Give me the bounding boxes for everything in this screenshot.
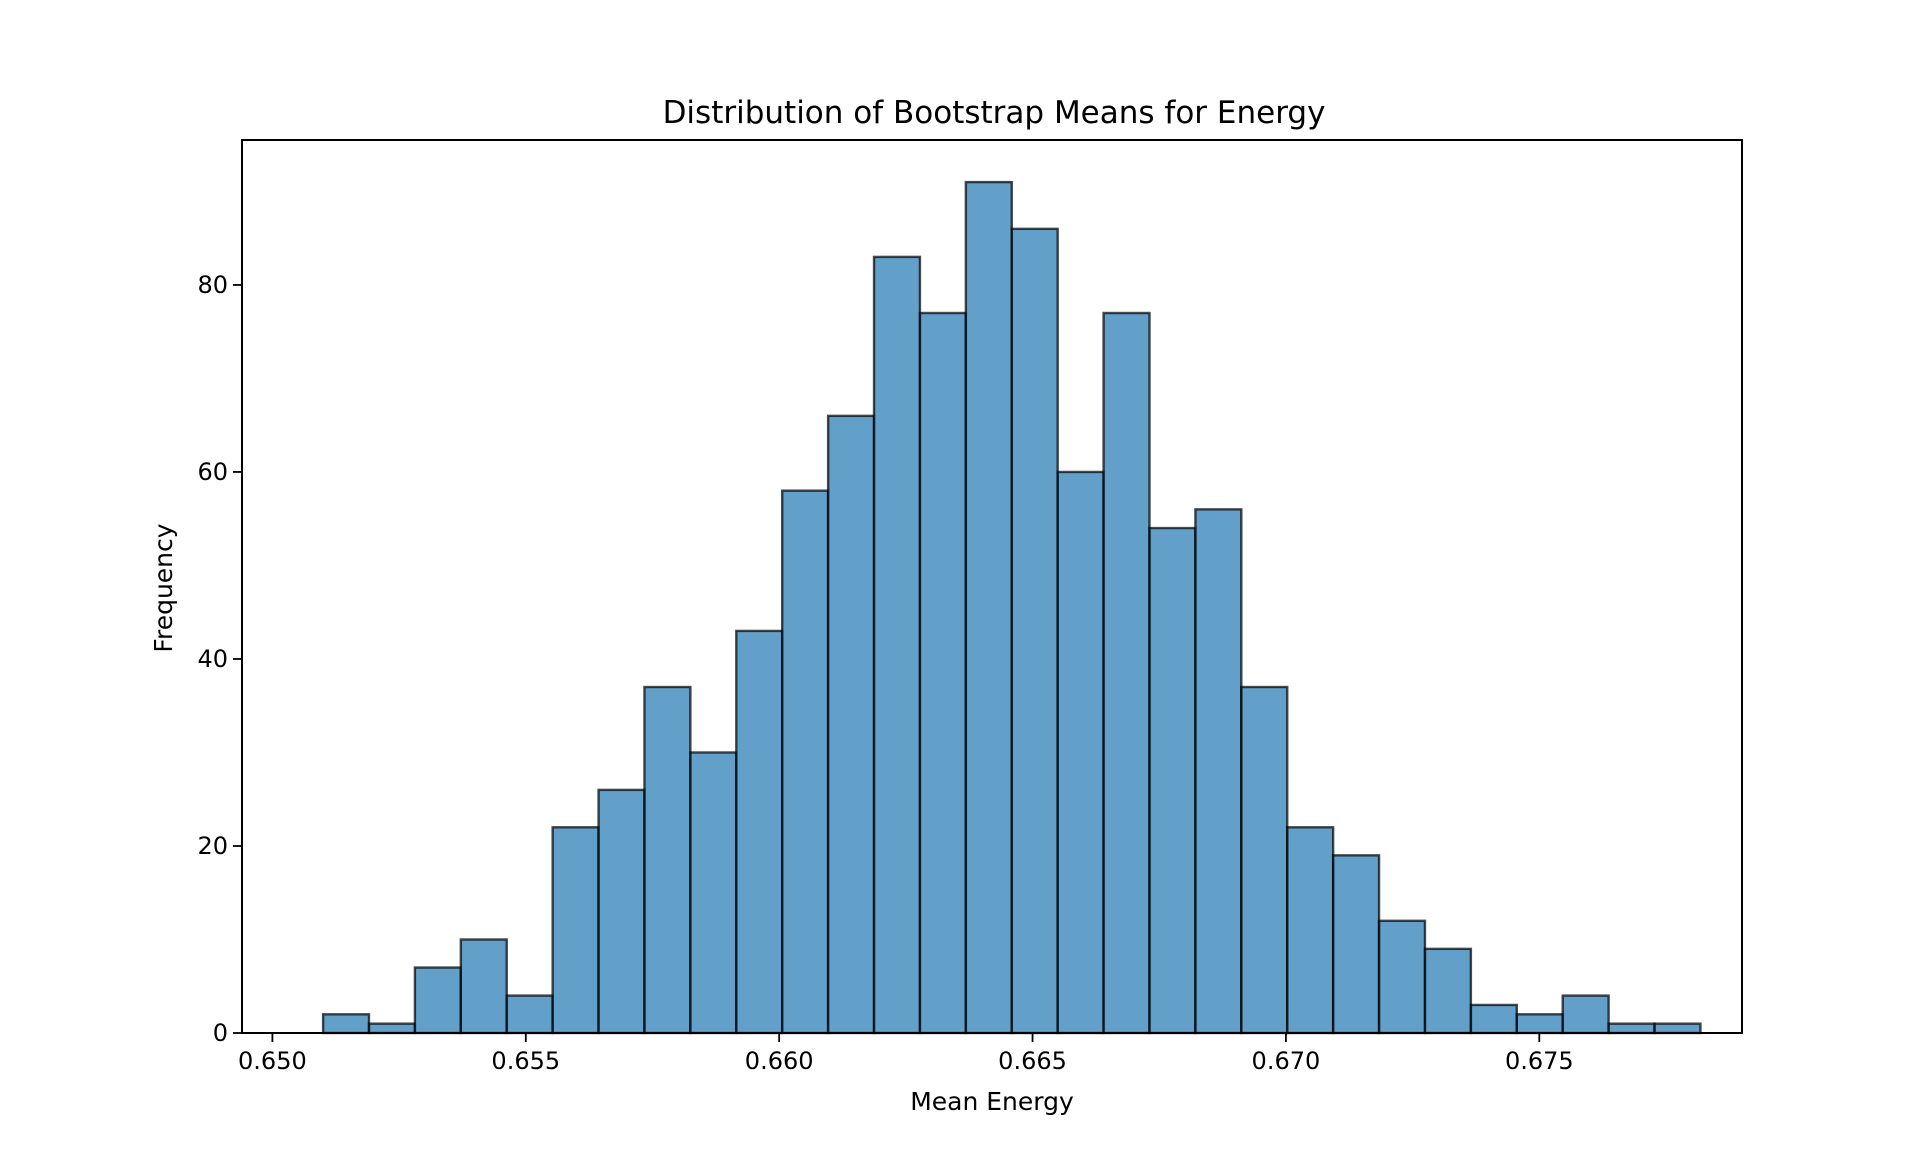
y-axis-label: Frequency [149, 523, 178, 652]
bars-group [321, 180, 1702, 1035]
x-tick-label: 0.665 [998, 1047, 1067, 1075]
x-tick-label: 0.670 [1252, 1047, 1321, 1075]
histogram-bar [1607, 1022, 1656, 1035]
histogram-bar [1194, 508, 1243, 1035]
histogram-bar [1377, 919, 1427, 1035]
histogram-bar [781, 489, 830, 1035]
histogram-bar [918, 311, 968, 1035]
histogram-bar [1469, 1003, 1518, 1035]
histogram-bar [689, 751, 738, 1035]
histogram-bar [1010, 227, 1059, 1035]
y-tick-label: 60 [197, 458, 228, 486]
histogram-bar [551, 826, 600, 1035]
x-axis-ticks: 0.650 0.655 0.660 0.665 0.670 0.675 [238, 1033, 1574, 1075]
histogram-bar [1286, 826, 1335, 1035]
histogram-bar [1102, 311, 1151, 1035]
histogram-bar [1561, 994, 1610, 1035]
histogram-bar [367, 1022, 417, 1035]
histogram-bar [597, 788, 646, 1035]
histogram-bar [643, 685, 692, 1035]
histogram-bar [413, 966, 463, 1035]
histogram-bar [1148, 526, 1197, 1035]
histogram-bar [735, 629, 784, 1035]
histogram-bar [826, 414, 876, 1035]
histogram-bar [1240, 685, 1289, 1035]
y-tick-label: 40 [197, 645, 228, 673]
x-axis-label: Mean Energy [910, 1087, 1074, 1116]
x-tick-label: 0.675 [1505, 1047, 1574, 1075]
y-axis-ticks: 0 20 40 60 80 [197, 271, 242, 1047]
x-tick-label: 0.650 [238, 1047, 307, 1075]
histogram-bar [1515, 1013, 1564, 1035]
histogram-bar [1056, 470, 1105, 1035]
histogram-bar [872, 255, 922, 1035]
histogram-bar [321, 1013, 371, 1035]
histogram-bar [1423, 947, 1473, 1035]
y-tick-label: 20 [197, 832, 228, 860]
y-tick-label: 80 [197, 271, 228, 299]
histogram-bar [1653, 1022, 1702, 1035]
plot-frame [241, 139, 1743, 1034]
histogram-bar [1331, 854, 1381, 1035]
x-tick-label: 0.660 [745, 1047, 814, 1075]
histogram-bar [459, 938, 508, 1035]
histogram-bar [505, 994, 554, 1035]
histogram-bar [964, 180, 1013, 1035]
y-tick-label: 0 [213, 1019, 228, 1047]
x-tick-label: 0.655 [491, 1047, 560, 1075]
chart-title: Distribution of Bootstrap Means for Ener… [663, 95, 1326, 131]
